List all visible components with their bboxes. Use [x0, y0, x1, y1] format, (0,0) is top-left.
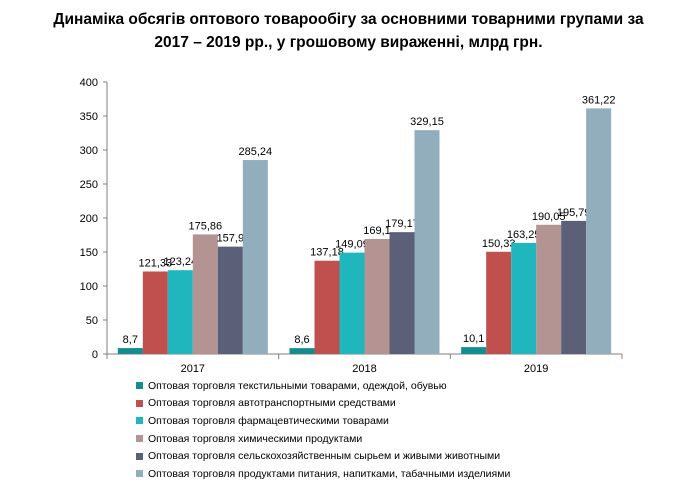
legend-item: Оптовая торговля химическими продуктами	[136, 430, 696, 448]
legend-swatch	[136, 399, 143, 407]
bar	[314, 260, 340, 354]
bar	[117, 348, 143, 354]
legend-swatch	[136, 417, 143, 425]
chart-title-line-1: Динаміка обсягів оптового товарообігу за…	[53, 11, 644, 28]
bar	[486, 251, 512, 354]
data-label: 10,1	[463, 333, 484, 345]
legend-item: Оптовая торговля продуктами питания, нап…	[136, 465, 696, 483]
legend-label: Оптовая торговля сельскохозяйственным сы…	[148, 450, 501, 463]
data-label: 121,33	[139, 257, 173, 269]
bar	[536, 224, 562, 354]
data-label: 329,15	[410, 116, 444, 128]
legend-label: Оптовая торговля продуктами питания, нап…	[148, 467, 511, 480]
data-label: 169,1	[363, 225, 391, 237]
legend-swatch	[136, 470, 143, 478]
legend-label: Оптовая торговля текстильными товарами, …	[148, 379, 447, 392]
legend-label: Оптовая торговля фармацевтическими товар…	[148, 414, 389, 427]
bar	[167, 270, 193, 354]
bar	[142, 271, 168, 354]
data-label: 137,18	[310, 247, 344, 259]
bar	[389, 232, 415, 354]
bar	[586, 108, 612, 355]
bar	[414, 130, 440, 354]
y-tick-label: 50	[86, 315, 98, 327]
data-label: 179,17	[385, 218, 419, 230]
data-label: 361,22	[582, 94, 616, 106]
y-tick-label: 150	[80, 247, 98, 259]
y-tick-label: 0	[92, 349, 98, 361]
y-tick-label: 300	[80, 145, 98, 157]
data-label: 149,09	[335, 239, 369, 251]
bar	[289, 348, 315, 354]
chart-title: Динаміка обсягів оптового товарообігу за…	[0, 8, 697, 54]
chart-title-line-2: 2017 – 2019 рр., у грошовому вираженні, …	[154, 34, 543, 51]
legend-item: Оптовая торговля текстильными товарами, …	[136, 377, 696, 395]
chart-legend: Оптовая торговля текстильными товарами, …	[136, 377, 696, 483]
data-label: 157,9	[217, 233, 245, 245]
bar	[511, 242, 537, 354]
data-label: 195,79	[557, 207, 591, 219]
data-label: 8,7	[123, 334, 138, 346]
y-tick-label: 100	[80, 281, 98, 293]
bar	[192, 234, 218, 354]
y-tick-label: 350	[80, 111, 98, 123]
y-tick-label: 250	[80, 179, 98, 191]
legend-item: Оптовая торговля фармацевтическими товар…	[136, 412, 696, 430]
x-tick-label: 2019	[524, 363, 548, 375]
bar	[561, 220, 587, 354]
bar	[339, 252, 365, 354]
legend-label: Оптовая торговля химическими продуктами	[148, 432, 363, 445]
bar	[364, 239, 390, 354]
legend-item: Оптовая торговля автотранспортными средс…	[136, 395, 696, 413]
data-label: 150,33	[482, 238, 516, 250]
legend-swatch	[136, 452, 143, 460]
data-label: 8,6	[294, 334, 309, 346]
data-label: 123,24	[164, 256, 198, 268]
y-tick-label: 200	[80, 213, 98, 225]
legend-swatch	[136, 382, 143, 390]
data-label: 285,24	[239, 146, 273, 158]
y-tick-label: 400	[80, 77, 98, 89]
data-label: 163,25	[507, 229, 541, 241]
x-tick-label: 2017	[181, 363, 205, 375]
legend-label: Оптовая торговля автотранспортными средс…	[148, 397, 396, 410]
legend-swatch	[136, 435, 143, 443]
bar	[242, 160, 268, 354]
bar	[461, 347, 487, 354]
data-label: 190,05	[532, 211, 566, 223]
legend-item: Оптовая торговля сельскохозяйственным сы…	[136, 447, 696, 465]
data-label: 175,86	[189, 220, 223, 232]
bar	[217, 246, 243, 354]
x-tick-label: 2018	[352, 363, 376, 375]
